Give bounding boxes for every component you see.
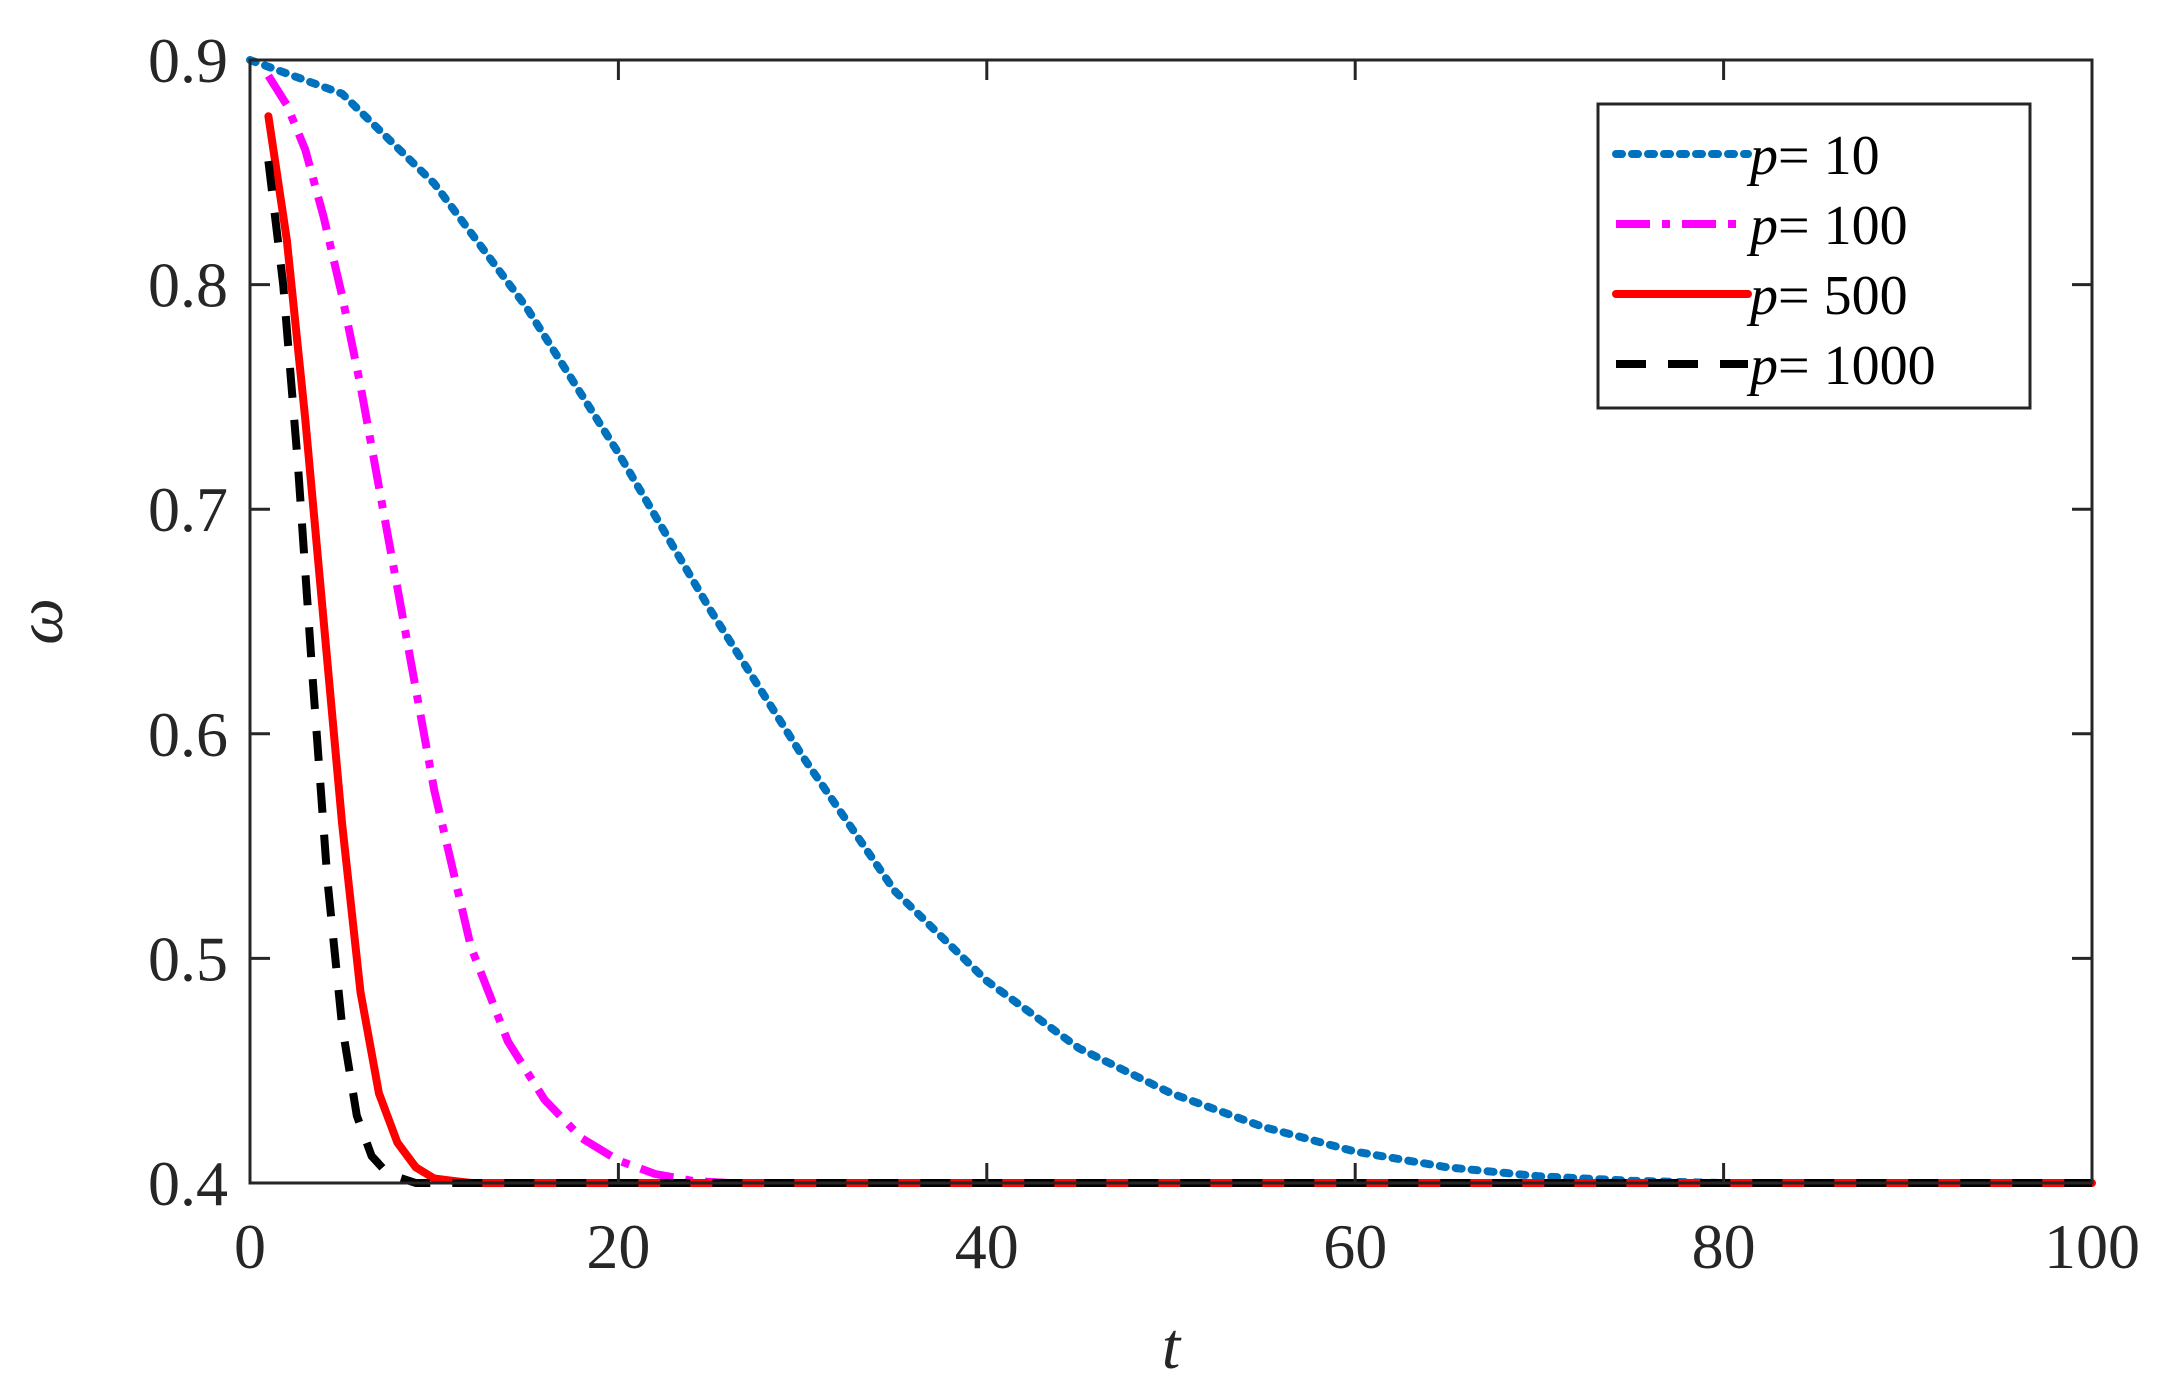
x-tick-label: 60 [1323,1211,1387,1282]
legend-entry: p= 1000 [1616,335,1936,397]
y-tick-label: 0.7 [148,474,228,545]
legend-label: p= 1000 [1746,335,1936,397]
legend: p= 10 p= 100 p= 500 p= 1000 [1596,102,2032,410]
legend-label: p= 100 [1746,195,1908,257]
legend-label: p= 500 [1746,265,1908,327]
series-line-2 [265,73,2092,1187]
legend-entry: p= 10 [1612,125,1880,187]
y-tick-label: 0.5 [148,923,228,994]
y-tick-label: 0.4 [148,1148,228,1219]
x-tick-label: 40 [955,1211,1019,1282]
plot-area-frame [248,58,2094,1185]
legend-entry: p= 500 [1612,265,1908,327]
x-axis-label: t [1162,1310,1182,1383]
y-axis-label: ω [4,598,77,645]
legend-entries: p= 10 p= 100 p= 500 p= 1000 [1612,125,1936,397]
y-tick-label: 0.9 [148,25,228,96]
legend-label: p= 10 [1746,125,1880,187]
x-tick-label: 20 [586,1211,650,1282]
y-tick-label: 0.8 [148,250,228,321]
axis-ticks [248,58,2094,1185]
x-tick-label: 80 [1692,1211,1756,1282]
legend-entry: p= 100 [1616,195,1908,257]
x-tick-label: 0 [234,1211,266,1282]
axis-tick-labels: 0 20 40 60 80 100 0.4 0.5 0.6 0.7 0.8 0.9 [148,25,2140,1282]
y-tick-label: 0.6 [148,699,228,770]
x-tick-label: 100 [2044,1211,2140,1282]
